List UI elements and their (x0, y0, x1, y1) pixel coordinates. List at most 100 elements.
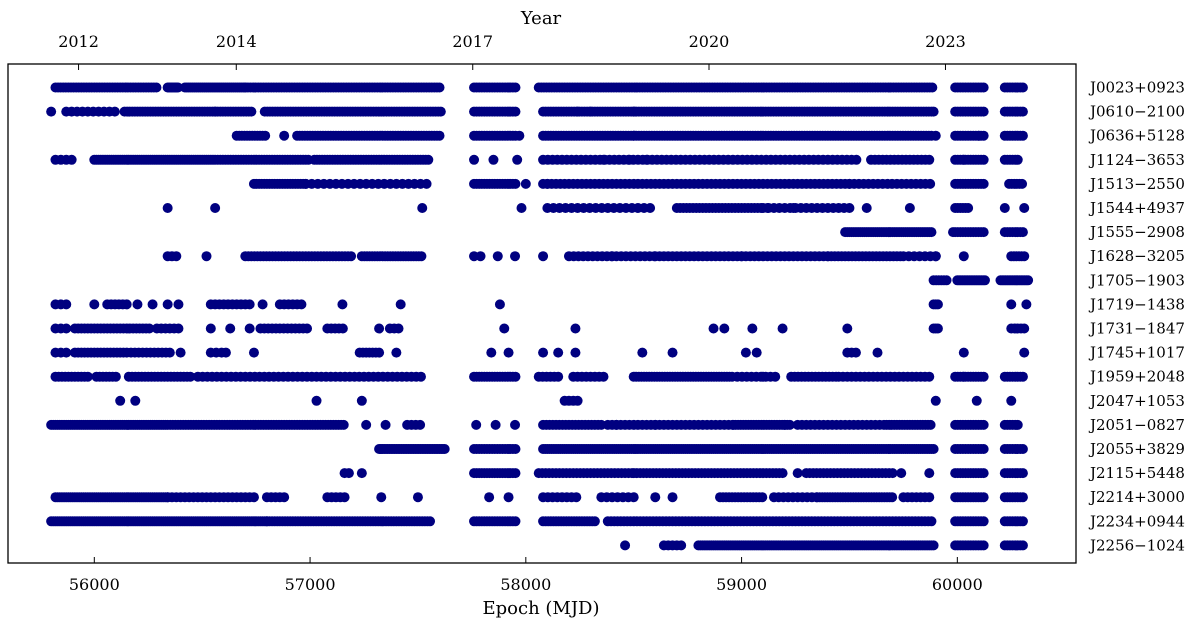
point-j19592048-220 (1017, 371, 1028, 382)
point-j22340944-303 (926, 516, 937, 527)
point-j15444937-75 (904, 203, 915, 213)
point-j06102100-308 (978, 106, 989, 117)
point-j06365128-257 (514, 130, 525, 141)
label-j21155448: J2115+5448 (1088, 464, 1185, 482)
mjd-tick-59000: 59000 (716, 575, 767, 594)
point-j15552908-52 (978, 227, 989, 238)
point-j20471053-9 (971, 395, 982, 406)
point-j20510827-263 (779, 419, 790, 430)
point-j06365128-11 (260, 130, 271, 141)
point-j15444937-67 (963, 203, 974, 213)
point-j20553829-237 (928, 444, 939, 454)
point-j17451017-50 (538, 347, 549, 358)
point-j11243653-248 (641, 154, 652, 165)
point-j11243653-244 (488, 154, 499, 165)
point-j17191438-35 (395, 299, 406, 310)
point-j20553829-38 (439, 444, 450, 454)
point-j22561024-126 (978, 540, 989, 551)
point-j17451017-45 (220, 347, 231, 358)
label-j17311847: J1731−1847 (1088, 320, 1185, 338)
point-j11243653-224 (924, 154, 935, 165)
point-j22143000-182 (412, 492, 423, 503)
point-j17311847-56 (932, 323, 943, 334)
label-j20471053: J2047+1053 (1088, 392, 1185, 410)
point-j06102100-322 (928, 106, 939, 117)
point-j06102100-317 (46, 106, 57, 117)
point-j22340944-164 (425, 516, 436, 527)
point-j06365128-256 (279, 130, 290, 141)
point-j15444937-72 (762, 203, 773, 213)
point-j22143000-113 (757, 492, 768, 503)
label-j20510827: J2051−0827 (1088, 416, 1185, 434)
point-j17051903-39 (1023, 275, 1034, 286)
point-j06102100-318 (210, 106, 221, 117)
point-j19592048-102 (510, 371, 521, 382)
label-j19592048: J1959+2048 (1088, 368, 1185, 386)
point-j17311847-72 (842, 323, 853, 334)
point-j19592048-116 (598, 371, 609, 382)
point-j11243653-208 (851, 154, 862, 165)
point-j06102100-321 (628, 106, 639, 117)
point-j06102100-128 (435, 106, 446, 117)
point-j22143000-172 (978, 492, 989, 503)
data-points (46, 82, 1034, 551)
point-j19592048-164 (770, 371, 781, 382)
point-j15444937-61 (844, 203, 855, 213)
point-j22143000-185 (650, 492, 661, 503)
point-j17191438-31 (162, 299, 173, 310)
point-j11243653-246 (598, 154, 609, 165)
point-j17311847-70 (747, 323, 758, 334)
point-j20510827-259 (490, 419, 501, 430)
point-j20510827-237 (925, 419, 936, 430)
point-j06102100-319 (572, 106, 583, 117)
label-j22561024: J2256−1024 (1088, 536, 1185, 554)
point-j21155448-137 (1017, 468, 1028, 479)
point-j11243653-247 (624, 154, 635, 165)
point-j15444937-74 (861, 203, 872, 213)
point-j17311847-67 (570, 323, 581, 334)
point-j20471053-3 (572, 395, 583, 406)
point-j22340944-181 (510, 516, 521, 527)
year-tick-2020: 2020 (689, 32, 730, 51)
top-year-tick-labels: 2012 2014 2017 2020 2023 (58, 32, 966, 51)
point-j17191438-34 (337, 299, 348, 310)
label-j16283205: J1628−3205 (1088, 247, 1185, 265)
point-j00230923-39 (151, 82, 162, 93)
point-j16283205-62 (416, 251, 427, 262)
point-j17451017-55 (740, 347, 751, 358)
point-j16283205-38 (346, 251, 357, 262)
point-j17311847-2 (61, 323, 72, 334)
point-j06365128-260 (973, 130, 984, 141)
point-j22143000-160 (924, 492, 935, 503)
mjd-tick-58000: 58000 (500, 575, 551, 594)
point-j15444937-68 (162, 203, 173, 213)
point-j17311847-65 (374, 323, 385, 334)
label-j11243653: J1124−3653 (1088, 151, 1185, 169)
point-j20553829-249 (978, 444, 989, 454)
label-j17191438: J1719−1438 (1088, 295, 1185, 313)
year-tick-2017: 2017 (452, 32, 493, 51)
point-j16283205-2 (171, 251, 182, 262)
plot-frame (7, 63, 1077, 564)
point-j11243653-243 (469, 154, 480, 165)
label-j22143000: J2214+3000 (1088, 488, 1185, 506)
point-j17311847-50 (337, 323, 348, 334)
point-j20471053-10 (1006, 395, 1017, 406)
point-j17191438-30 (147, 299, 158, 310)
point-j17191438-28 (89, 299, 100, 310)
point-j11243653-236 (978, 154, 989, 165)
point-j16283205-161 (492, 251, 503, 262)
point-j20510827-257 (380, 419, 391, 430)
point-j20510827-262 (650, 419, 661, 430)
point-j17451017-51 (553, 347, 564, 358)
point-j21155448-142 (896, 468, 907, 479)
point-j16283205-164 (607, 251, 618, 262)
label-j17451017: J1745+1017 (1088, 344, 1185, 362)
point-j17311847-53 (393, 323, 404, 334)
point-j17311847-63 (225, 323, 236, 334)
point-j06102100-9 (109, 106, 120, 117)
point-j17451017-59 (1019, 347, 1030, 358)
mjd-tick-57000: 57000 (285, 575, 336, 594)
point-j19592048-212 (978, 371, 989, 382)
point-j20510827-255 (1012, 419, 1023, 430)
